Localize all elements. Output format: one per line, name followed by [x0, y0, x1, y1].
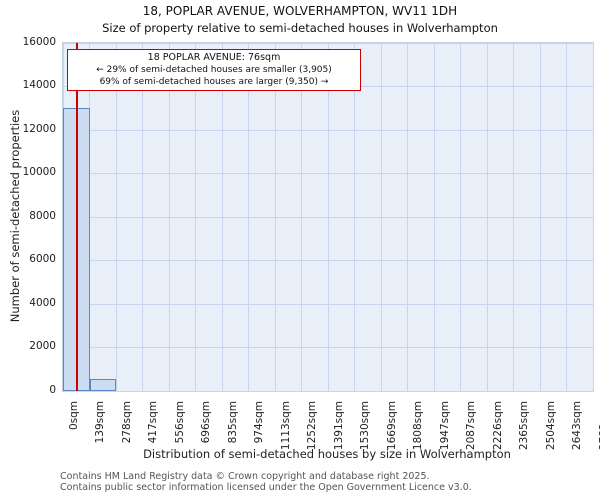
grid-line-vertical	[486, 43, 488, 391]
x-tick-label: 1391sqm	[332, 401, 345, 451]
y-tick-label: 2000	[29, 340, 56, 352]
grid-line-vertical	[115, 43, 117, 391]
footer-line-2: Contains public sector information licen…	[60, 482, 472, 493]
y-tick-label: 4000	[29, 296, 56, 309]
x-tick-label: 1530sqm	[359, 401, 371, 451]
x-tick-label: 2365sqm	[518, 401, 530, 451]
chart-subtitle: Size of property relative to semi-detach…	[102, 21, 498, 35]
grid-line-vertical	[566, 43, 567, 391]
grid-line-horizontal	[63, 390, 593, 392]
x-tick-label: 139sqm	[94, 401, 106, 444]
x-tick-label: 974sqm	[253, 401, 265, 444]
x-tick-label: 2226sqm	[491, 401, 504, 451]
grid-line-vertical	[327, 43, 329, 391]
x-axis-label: Distribution of semi-detached houses by …	[143, 447, 511, 461]
x-tick-label: 1252sqm	[306, 401, 318, 451]
grid-line-vertical	[221, 43, 223, 391]
x-tick-label: 417sqm	[147, 401, 159, 444]
x-tick-label: 696sqm	[200, 401, 212, 444]
grid-line-vertical	[460, 43, 461, 391]
x-tick-label: 2504sqm	[544, 401, 557, 451]
y-tick-label: 12000	[22, 122, 56, 135]
x-tick-label: 1947sqm	[438, 401, 451, 451]
annotation-line-3: 69% of semi-detached houses are larger (…	[99, 77, 329, 87]
y-tick-label: 10000	[22, 166, 56, 178]
y-tick-label: 8000	[29, 209, 56, 222]
x-tick-label: 1113sqm	[279, 401, 292, 451]
y-tick-label: 16000	[22, 35, 56, 48]
grid-line-vertical	[168, 43, 170, 391]
y-tick-label: 14000	[22, 79, 56, 91]
y-tick-label: 6000	[29, 253, 56, 265]
grid-line-vertical	[142, 43, 143, 391]
histogram-bar	[63, 108, 90, 391]
x-tick-label: 556sqm	[173, 401, 186, 444]
annotation-box: 18 POPLAR AVENUE: 76sqm ← 29% of semi-de…	[67, 49, 361, 91]
grid-line-vertical	[407, 43, 408, 391]
x-tick-label: 2643sqm	[571, 401, 583, 451]
x-tick-label: 0sqm	[67, 401, 80, 431]
annotation-line-2: ← 29% of semi-detached houses are smalle…	[96, 65, 332, 75]
chart-title: 18, POPLAR AVENUE, WOLVERHAMPTON, WV11 1…	[142, 4, 458, 18]
grid-line-vertical	[274, 43, 276, 391]
x-tick-label: 835sqm	[226, 401, 239, 444]
grid-line-vertical	[513, 43, 514, 391]
property-size-marker-line	[76, 43, 79, 391]
histogram-bar	[89, 379, 116, 391]
grid-line-vertical	[195, 43, 196, 391]
grid-line-vertical	[380, 43, 382, 391]
x-tick-label: 1808sqm	[412, 401, 424, 451]
grid-line-vertical	[354, 43, 355, 391]
grid-line-vertical	[248, 43, 249, 391]
grid-line-vertical	[433, 43, 435, 391]
grid-line-vertical	[592, 43, 594, 391]
grid-line-vertical	[301, 43, 302, 391]
y-tick-label: 0	[49, 383, 56, 396]
annotation-line-1: 18 POPLAR AVENUE: 76sqm	[147, 52, 281, 63]
x-tick-label: 2087sqm	[465, 401, 477, 451]
x-tick-label: 278sqm	[120, 401, 133, 444]
grid-line-vertical	[539, 43, 541, 391]
grid-line-vertical	[89, 43, 90, 391]
footer-line-1: Contains HM Land Registry data © Crown c…	[60, 471, 430, 482]
plot-area	[62, 42, 594, 392]
x-tick-label: 1669sqm	[385, 401, 398, 451]
